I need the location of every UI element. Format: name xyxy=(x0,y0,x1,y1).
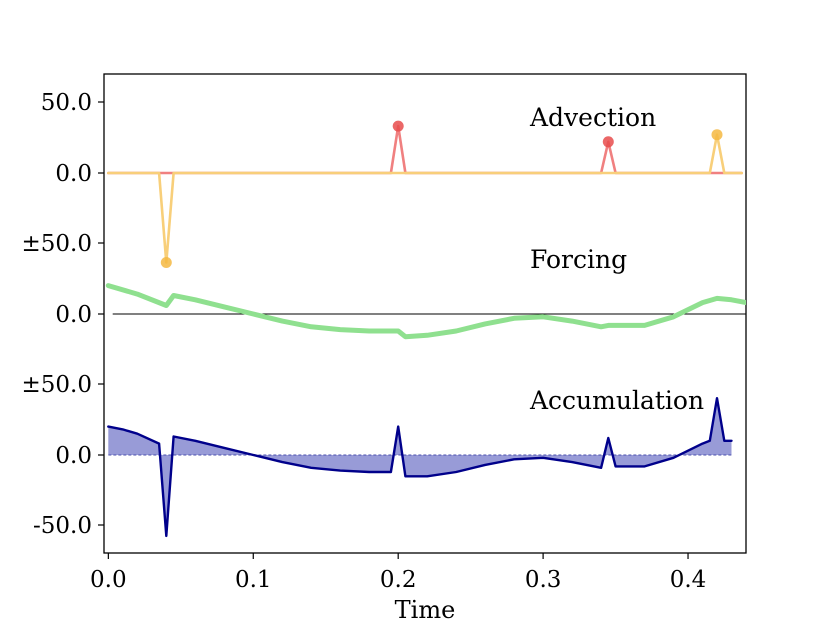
x-tick-label: 0.3 xyxy=(525,567,562,593)
x-tick-label: 0.0 xyxy=(90,567,127,593)
accumulation-area xyxy=(108,398,732,536)
advection-red-peak-marker-0 xyxy=(392,120,404,132)
accumulation-line xyxy=(107,397,733,538)
plot-frame xyxy=(103,73,747,554)
advection-red-peak-marker-1 xyxy=(602,136,614,148)
y-tick-label: 0.0 xyxy=(55,443,92,469)
advection-red-line xyxy=(107,124,744,175)
advection-orange-peak-marker-1 xyxy=(711,129,723,141)
advection-orange-line xyxy=(107,133,744,264)
chart-axes-layer: Time Advection Forcing Accumulation 0.0 0.1 0… xyxy=(22,90,707,624)
forcing-panel-label: Forcing xyxy=(530,245,627,274)
x-tick-label: 0.1 xyxy=(235,567,272,593)
y-tick-label: 50.0 xyxy=(41,90,92,116)
chart-series-layer xyxy=(105,120,746,538)
y-tick-label: 0.0 xyxy=(55,302,92,328)
x-axis-title: Time xyxy=(395,596,456,623)
y-tick-label: -50.0 xyxy=(33,513,92,539)
x-tick-label: 0.2 xyxy=(380,567,417,593)
advection-orange-peak-marker-0 xyxy=(160,257,172,268)
forcing-line xyxy=(105,283,746,340)
y-tick-label: ±50.0 xyxy=(22,372,92,398)
accumulation-panel-label: Accumulation xyxy=(529,386,704,415)
advection-panel-label: Advection xyxy=(529,103,656,132)
y-tick-label: 0.0 xyxy=(55,161,92,187)
x-tick-label: 0.4 xyxy=(670,567,707,593)
y-tick-label: ±50.0 xyxy=(22,231,92,257)
